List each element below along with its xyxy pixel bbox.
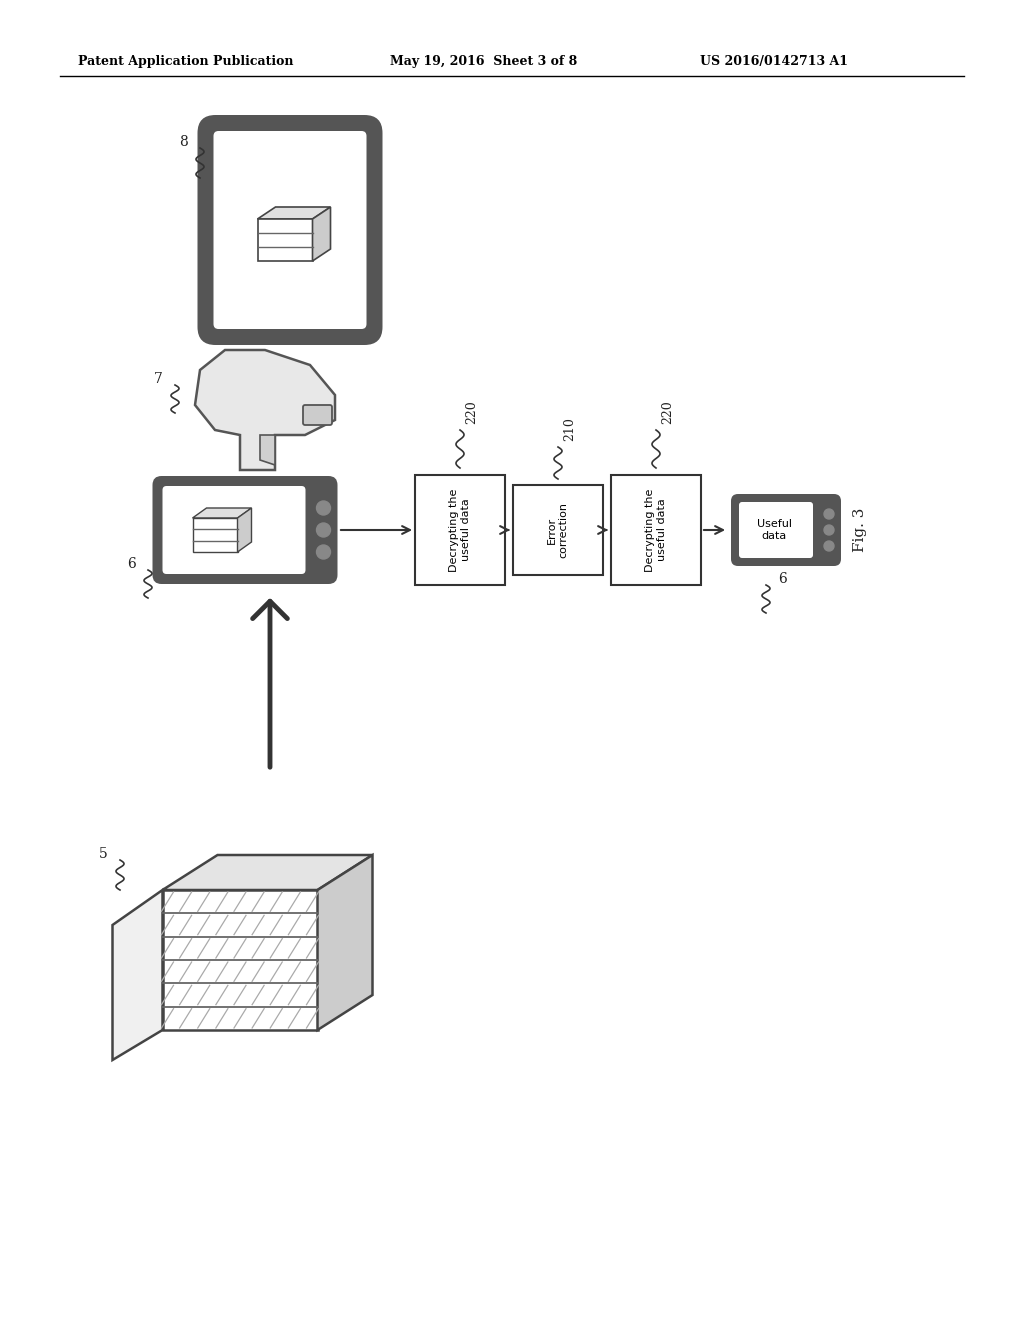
Polygon shape (317, 855, 373, 1030)
Text: May 19, 2016  Sheet 3 of 8: May 19, 2016 Sheet 3 of 8 (390, 55, 578, 69)
Polygon shape (257, 219, 312, 261)
Bar (611, 475, 701, 585)
Text: 220: 220 (662, 400, 674, 424)
Text: Error
correction: Error correction (547, 502, 568, 558)
Text: Decrypting the
useful data: Decrypting the useful data (645, 488, 667, 572)
FancyBboxPatch shape (213, 131, 367, 329)
Circle shape (824, 541, 834, 550)
Text: 220: 220 (465, 400, 478, 424)
Polygon shape (238, 508, 252, 552)
Text: 5: 5 (99, 847, 108, 861)
Bar (513, 484, 603, 576)
Polygon shape (260, 436, 275, 465)
Polygon shape (193, 508, 252, 517)
FancyBboxPatch shape (163, 486, 305, 574)
FancyBboxPatch shape (198, 115, 383, 345)
Text: Useful
data: Useful data (757, 519, 792, 541)
Circle shape (824, 525, 834, 535)
Text: Patent Application Publication: Patent Application Publication (78, 55, 294, 69)
Circle shape (316, 502, 331, 515)
Text: 210: 210 (563, 417, 575, 441)
Polygon shape (113, 890, 163, 1060)
Circle shape (824, 510, 834, 519)
FancyBboxPatch shape (153, 477, 338, 583)
Polygon shape (257, 207, 331, 219)
Text: 6: 6 (127, 557, 136, 572)
Text: Decrypting the
useful data: Decrypting the useful data (450, 488, 471, 572)
Polygon shape (312, 207, 331, 261)
Polygon shape (193, 517, 238, 552)
Text: 8: 8 (179, 135, 188, 149)
Bar (415, 475, 505, 585)
Polygon shape (163, 855, 373, 890)
Polygon shape (163, 890, 317, 1030)
Text: 7: 7 (155, 372, 163, 385)
FancyBboxPatch shape (731, 494, 841, 566)
Text: 6: 6 (778, 572, 786, 586)
Text: US 2016/0142713 A1: US 2016/0142713 A1 (700, 55, 848, 69)
Text: Fig. 3: Fig. 3 (853, 508, 867, 552)
Circle shape (316, 545, 331, 558)
Polygon shape (195, 350, 335, 470)
FancyBboxPatch shape (739, 502, 813, 558)
Circle shape (316, 523, 331, 537)
FancyBboxPatch shape (303, 405, 332, 425)
